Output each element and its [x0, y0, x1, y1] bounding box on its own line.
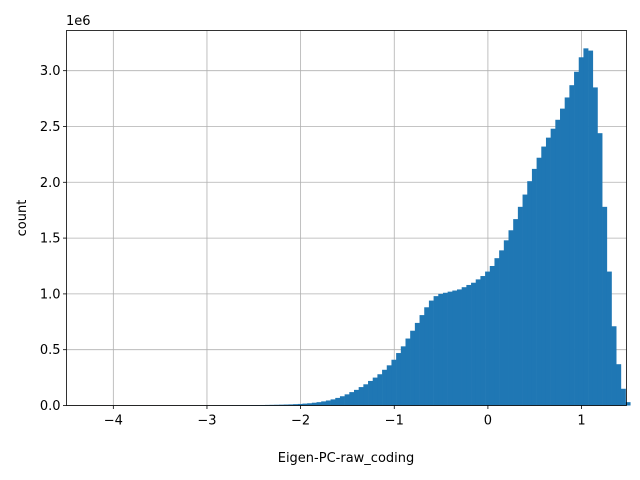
histogram-bar	[377, 374, 383, 406]
histogram-bar	[620, 388, 626, 406]
histogram-bar	[513, 219, 519, 406]
histogram-bar	[480, 276, 486, 406]
histogram-bar	[330, 399, 336, 406]
histogram-bar	[536, 157, 542, 406]
histogram-bar	[424, 307, 430, 406]
histogram-bar	[325, 400, 331, 406]
histogram-bar	[349, 392, 355, 406]
y-tick-label: 2.0	[40, 176, 61, 191]
histogram-bar	[396, 353, 402, 406]
histogram-bar	[503, 240, 509, 406]
histogram-bar	[494, 258, 500, 406]
histogram-bar	[517, 206, 523, 406]
histogram-bar	[391, 359, 397, 406]
histogram-bar	[545, 137, 551, 406]
x-tick-label: −3	[197, 414, 216, 429]
histogram-bar	[344, 394, 350, 406]
histogram-bar	[358, 387, 364, 406]
histogram-bar	[386, 365, 392, 406]
histogram-bar	[297, 403, 303, 406]
histogram-bar	[578, 57, 584, 406]
histogram-bar	[414, 322, 420, 406]
histogram-bar	[302, 403, 308, 406]
histogram-bar	[583, 48, 589, 406]
y-axis-label: count	[15, 200, 30, 237]
x-tick-label: 0	[484, 414, 492, 429]
histogram-bar	[564, 97, 570, 406]
histogram-bar	[442, 292, 448, 406]
histogram-bar	[316, 402, 322, 406]
histogram-bar	[410, 330, 416, 406]
y-axis-ticks: 0.0 0.5 1.0 1.5 2.0 2.5 3.0	[40, 64, 67, 414]
y-tick-label: 1.5	[40, 232, 61, 247]
y-tick-label: 2.5	[40, 120, 61, 135]
histogram-bar	[522, 194, 528, 406]
histogram-bar	[293, 404, 299, 406]
histogram-bar	[452, 290, 458, 406]
histogram-bar	[485, 271, 491, 406]
x-tick-label: −2	[291, 414, 310, 429]
x-tick-label: −4	[104, 414, 123, 429]
x-tick-label: 1	[577, 414, 585, 429]
y-tick-label: 0.5	[40, 343, 61, 358]
histogram-bar	[592, 87, 598, 406]
histogram-bar	[541, 146, 547, 406]
histogram-bar	[372, 377, 378, 406]
histogram-bar	[461, 287, 467, 406]
x-tick-label: −1	[385, 414, 404, 429]
histogram-bar	[400, 346, 406, 406]
histogram-bars	[91, 48, 631, 406]
histogram-bar	[321, 401, 327, 406]
histogram-bar	[363, 384, 369, 406]
histogram-bar	[550, 128, 556, 406]
x-axis-ticks: −4 −3 −2 −1 0 1	[104, 405, 586, 429]
histogram-bar	[471, 282, 477, 406]
histogram-bar	[311, 402, 317, 406]
histogram-bar	[625, 402, 631, 406]
plot-frame	[66, 30, 627, 406]
histogram-bar	[508, 230, 514, 406]
histogram-bar	[368, 380, 374, 406]
histogram-bar	[382, 369, 388, 406]
histogram-bar	[475, 279, 481, 406]
x-axis-label: Eigen-PC-raw_coding	[278, 451, 415, 466]
histogram-bar	[611, 326, 617, 406]
histogram-bar	[606, 271, 612, 406]
histogram-bar	[457, 289, 462, 406]
histogram-bar	[527, 181, 533, 406]
histogram-bar	[353, 389, 359, 406]
histogram-bar	[405, 338, 411, 406]
histogram-bar	[569, 85, 575, 406]
histogram-bar	[560, 108, 565, 406]
histogram-bar	[616, 364, 622, 406]
histogram-bar	[307, 403, 313, 406]
y-gridlines	[66, 70, 627, 406]
histogram-bar	[531, 168, 537, 406]
histogram-bar	[489, 265, 495, 406]
histogram-bar	[499, 250, 505, 406]
histogram-bar	[447, 291, 453, 406]
y-tick-label: 0.0	[40, 399, 61, 414]
histogram-bar	[288, 404, 294, 406]
histogram-bar	[419, 315, 425, 406]
histogram-bar	[339, 396, 345, 406]
y-tick-label: 3.0	[40, 64, 61, 79]
histogram-bar	[438, 293, 444, 406]
histogram-bar	[555, 119, 561, 406]
y-tick-label: 1.0	[40, 287, 61, 302]
histogram-bar	[574, 71, 580, 406]
histogram-bar	[602, 206, 608, 406]
y-axis-multiplier: 1e6	[66, 14, 91, 29]
histogram-bar	[428, 300, 434, 406]
histogram-bar	[279, 404, 285, 406]
histogram-bar	[588, 50, 594, 406]
histogram-bar	[597, 133, 603, 406]
histogram-bar	[283, 404, 289, 406]
histogram-bar	[335, 397, 341, 406]
histogram-bar	[466, 284, 472, 406]
histogram-bar	[433, 296, 439, 406]
